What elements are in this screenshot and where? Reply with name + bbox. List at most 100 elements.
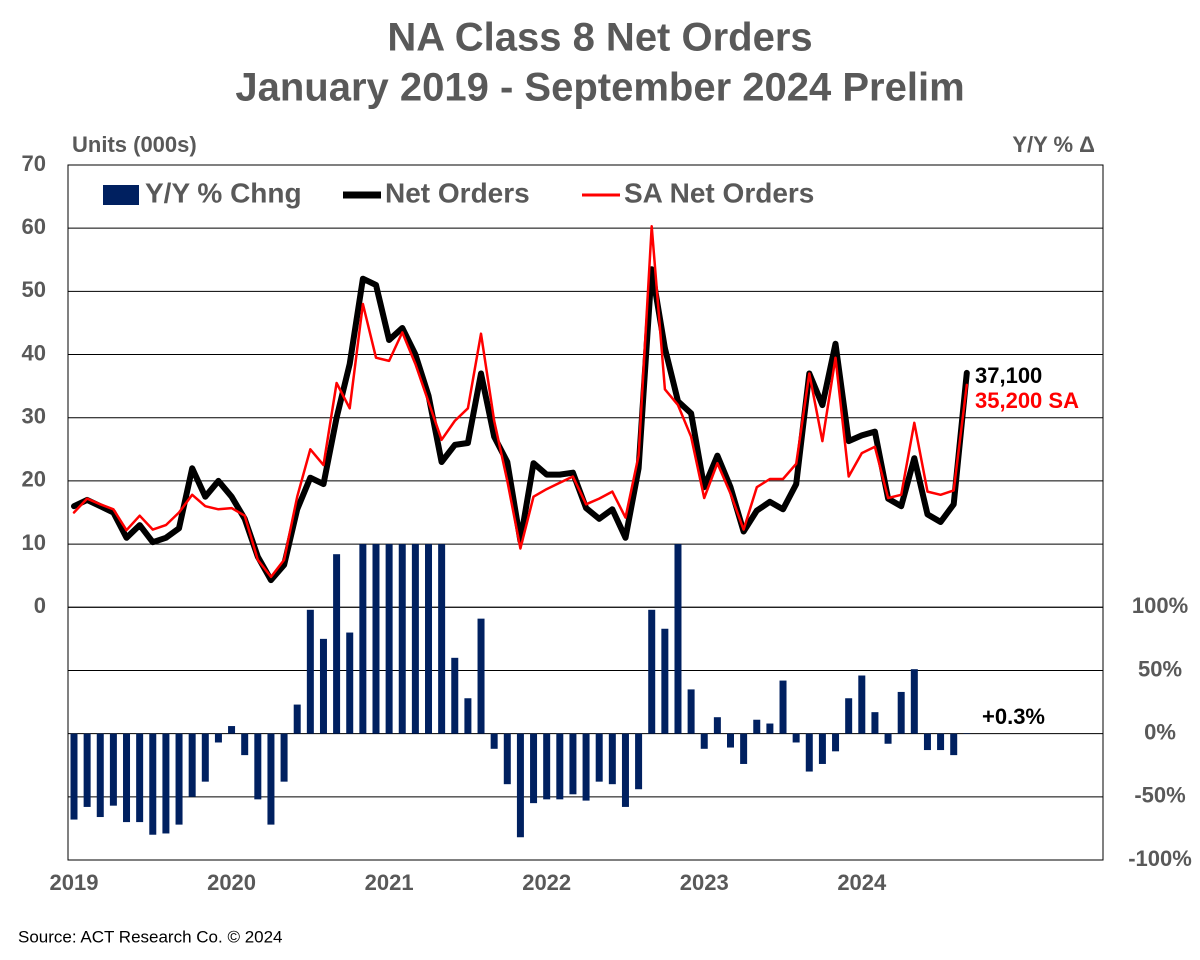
bar (648, 609, 656, 734)
bar (766, 723, 774, 734)
bar (464, 698, 472, 734)
bar (700, 733, 708, 749)
y2-axis-label: Y/Y % Δ (1012, 132, 1095, 157)
bar (241, 733, 249, 756)
y-tick-label: 20 (22, 467, 46, 492)
y-tick-label: 50 (22, 277, 46, 302)
annotation: +0.3% (982, 704, 1045, 729)
bar (635, 733, 643, 790)
annotation: 37,100 (975, 363, 1042, 388)
bar (280, 733, 288, 782)
x-tick-label: 2024 (837, 870, 887, 895)
bar (674, 544, 682, 734)
x-tick-label: 2021 (365, 870, 414, 895)
bar (595, 733, 603, 782)
x-tick-label: 2020 (207, 870, 256, 895)
bar (963, 733, 971, 734)
plot-border (67, 164, 1104, 861)
line (71, 266, 970, 584)
bar (713, 717, 721, 734)
bar (727, 733, 734, 748)
bar (910, 669, 918, 734)
bar (832, 733, 840, 752)
bar (753, 719, 761, 734)
y-axis-label: Units (000s) (72, 132, 197, 157)
bar (950, 733, 958, 756)
y2-tick-label: 100% (1132, 593, 1188, 618)
bar (346, 632, 354, 734)
bar (530, 733, 538, 804)
bar (385, 544, 393, 734)
bar (937, 733, 945, 751)
chart-subtitle: January 2019 - September 2024 Prelim (235, 66, 964, 110)
bar (333, 554, 341, 734)
bar (779, 680, 787, 734)
chart-title: NA Class 8 Net Orders (387, 16, 812, 60)
x-tick-label: 2023 (680, 870, 729, 895)
bar (818, 733, 826, 764)
bar (123, 733, 131, 823)
bar (451, 657, 459, 734)
y-tick-label: 0 (34, 593, 46, 618)
y2-tick-label: 50% (1138, 656, 1182, 681)
y-tick-label: 60 (22, 214, 46, 239)
x-tick-label: 2022 (522, 870, 571, 895)
bar (608, 733, 616, 785)
line (72, 225, 969, 579)
bar (83, 733, 91, 807)
legend-label: Net Orders (385, 177, 530, 208)
bar (582, 733, 590, 801)
bar (136, 733, 144, 823)
bar (70, 733, 78, 820)
bar (740, 733, 748, 764)
y2-tick-label: 0% (1144, 719, 1176, 744)
bar (162, 733, 170, 834)
bar (516, 733, 524, 838)
bar (254, 733, 262, 800)
bar (805, 733, 813, 772)
bar (923, 733, 931, 751)
y2-tick-label: -50% (1134, 783, 1185, 808)
legend-swatch (103, 185, 139, 205)
bar (543, 733, 551, 800)
bar (411, 544, 419, 734)
bar (96, 733, 104, 818)
bar (228, 726, 236, 734)
legend-label: SA Net Orders (624, 177, 814, 208)
bar (687, 689, 695, 734)
y-tick-label: 30 (22, 404, 46, 429)
bar (556, 733, 564, 800)
y-tick-label: 40 (22, 340, 46, 365)
bar (477, 618, 485, 734)
bar (621, 733, 629, 807)
y-tick-label: 10 (22, 530, 46, 555)
bar (175, 733, 183, 825)
bar (201, 733, 209, 782)
bar (149, 733, 157, 835)
bar (425, 544, 433, 734)
source: Source: ACT Research Co. © 2024 (18, 927, 283, 946)
annotation: 35,200 SA (975, 388, 1079, 413)
bar (306, 609, 314, 734)
bar (897, 691, 905, 734)
bar (359, 544, 367, 734)
bar (569, 733, 577, 795)
bar (438, 544, 446, 734)
legend-label: Y/Y % Chng (145, 177, 302, 208)
bar (214, 733, 222, 743)
bar (490, 733, 498, 749)
bar (293, 704, 301, 734)
bar (319, 638, 327, 734)
bar (398, 544, 406, 734)
bar (871, 712, 879, 734)
y2-tick-label: -100% (1128, 846, 1192, 871)
bar (188, 733, 196, 797)
bar (792, 733, 800, 743)
bar (109, 733, 117, 806)
bar (372, 544, 380, 734)
bar (503, 733, 511, 785)
bar (661, 628, 669, 734)
bar (858, 675, 866, 734)
bar (845, 698, 853, 734)
